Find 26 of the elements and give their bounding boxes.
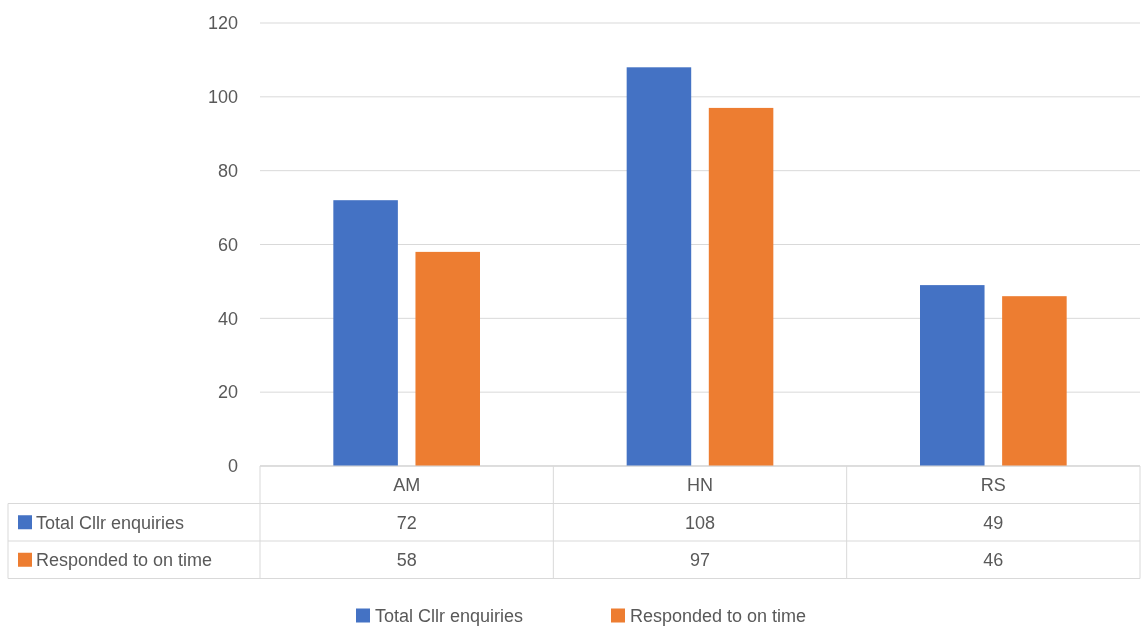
y-tick-label: 40 [217,308,238,329]
bar [1002,296,1067,466]
data-label: 72 [396,512,417,533]
x-tick-label: AM [393,475,421,496]
legend-label: Responded to on time [630,605,807,626]
data-label: 97 [689,550,711,571]
legend-label: Total Cllr enquiries [375,605,524,626]
x-tick-label: HN [687,475,713,496]
y-tick-label: 60 [217,234,238,255]
y-tick-label: 100 [207,87,238,108]
bar [708,107,774,466]
y-tick-label: 80 [217,160,238,181]
data-label: 46 [983,550,1004,571]
bar [920,285,985,466]
data-label: 49 [983,512,1004,533]
y-tick-label: 120 [207,13,238,34]
data-label: 58 [396,550,417,571]
x-tick-label: RS [980,475,1006,496]
text: Responded to on time [36,550,213,571]
bar [333,200,398,466]
bar [415,251,480,466]
text: Total Cllr enquiries [36,512,185,533]
y-tick-label: 0 [227,456,238,477]
bar [626,67,692,466]
y-tick-label: 20 [217,382,238,403]
data-label: 108 [684,512,716,533]
